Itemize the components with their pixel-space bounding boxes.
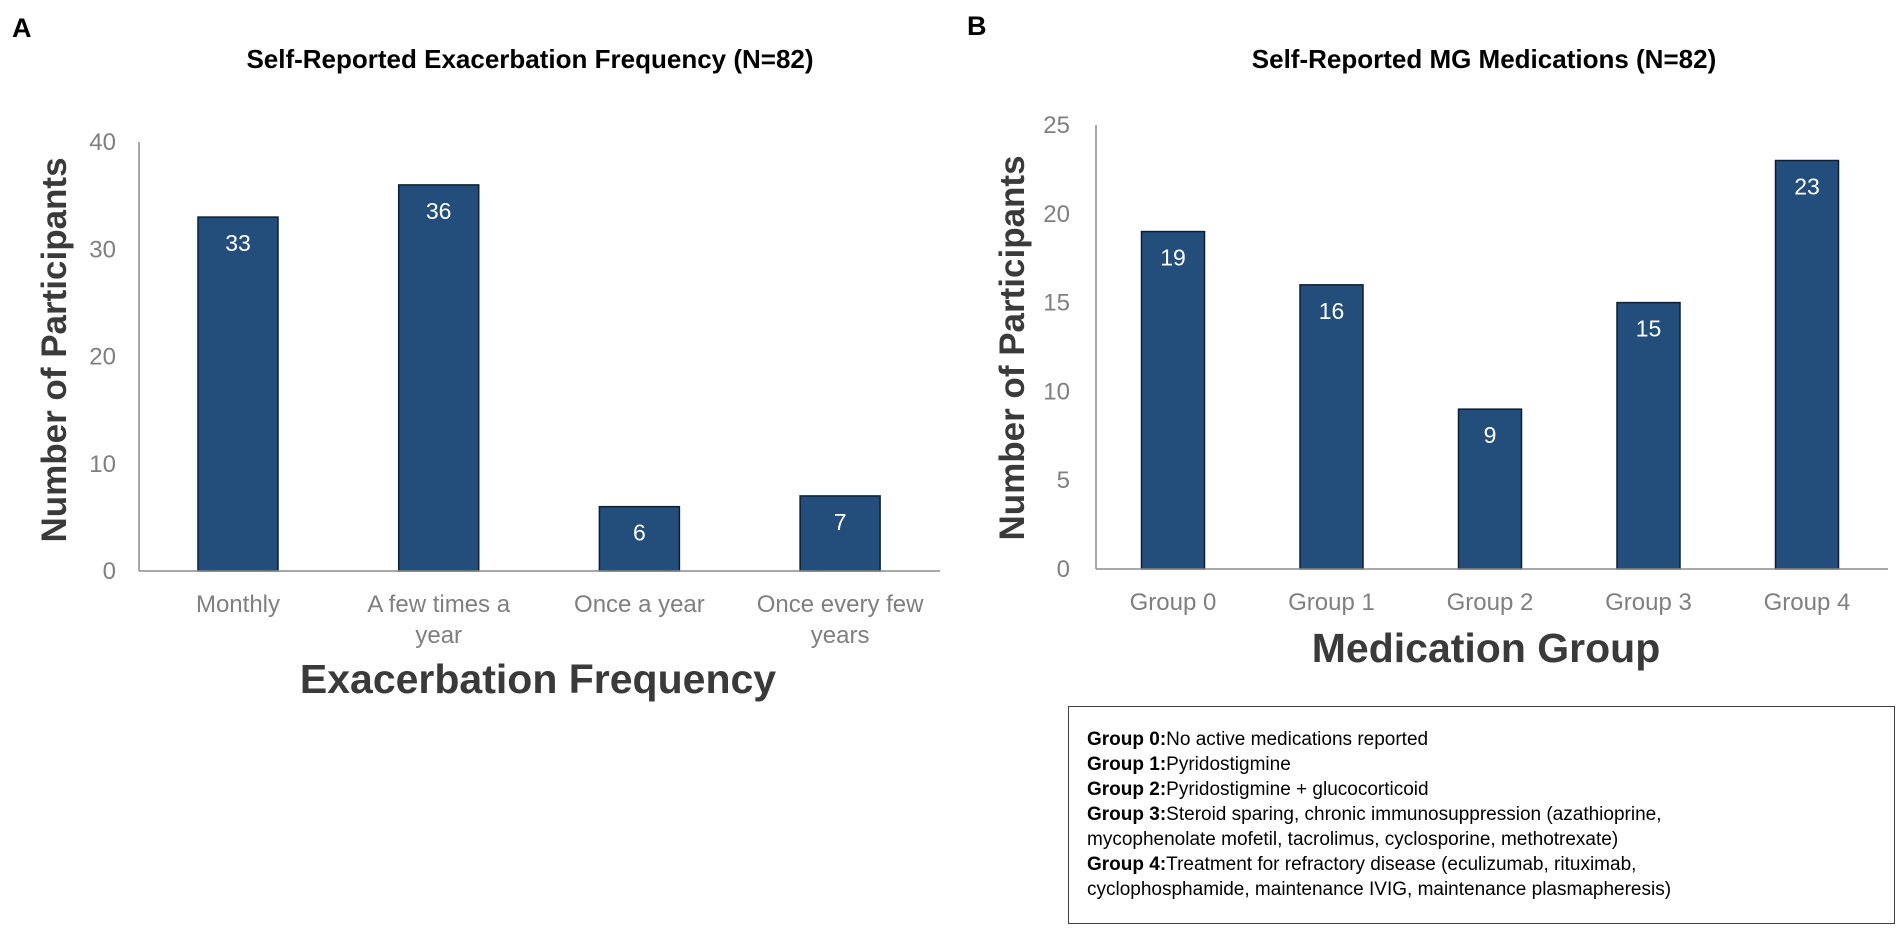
panel-b-ytick-label: 5	[1057, 467, 1070, 494]
panel-b-bar	[1299, 284, 1364, 570]
panel-a-bar	[799, 495, 881, 572]
legend-group-label: Group 1:	[1087, 754, 1167, 775]
panel-a-bar	[197, 216, 279, 572]
panel-a-bar-value-label: 36	[426, 198, 452, 224]
panel-b-bar	[1457, 408, 1523, 570]
legend-group-label: Group 4:	[1087, 854, 1167, 875]
panel-a-xcategories: Monthly A few times a year Once a year Once …	[196, 591, 924, 649]
panel-b-category-label: Group 4	[1764, 589, 1851, 616]
legend-line: Group 4:Treatment for refractory disease…	[1087, 852, 1884, 877]
medication-group-legend: Group 0:No active medications reported Gr…	[1068, 706, 1895, 924]
legend-line: Group 2:Pyridostigmine + glucocorticoid	[1087, 777, 1884, 802]
panel-a-category-label: Once a year	[574, 591, 705, 618]
legend-line: mycophenolate mofetil, tacrolimus, cyclo…	[1087, 827, 1884, 852]
panel-a-ytick-label: 30	[89, 236, 116, 263]
panel-b-bar	[1774, 159, 1840, 570]
legend-line: cyclophosphamide, maintenance IVIG, main…	[1087, 877, 1884, 902]
panel-a-xlabel: Exacerbation Frequency	[300, 656, 776, 702]
panel-a-bar	[598, 505, 681, 572]
panel-a-ylabel: Number of Participants	[35, 157, 74, 542]
panel-b-bars: 19 16 9 15 23	[1140, 159, 1840, 570]
panel-b-bar-value-label: 15	[1636, 316, 1662, 342]
panel-b-bar	[1616, 301, 1681, 570]
panel-b-yticks: 0 5 10 15 20 25	[1043, 112, 1070, 583]
panel-a-bar-value-label: 7	[834, 509, 847, 535]
panel-a-category-label: Once every few	[757, 591, 924, 618]
panel-b-xcategories: Group 0 Group 1 Group 2 Group 3 Group 4	[1130, 589, 1851, 616]
legend-group-description: Pyridostigmine + glucocorticoid	[1166, 779, 1429, 800]
panel-a-bars: 33 36 6 7	[197, 184, 881, 572]
panel-a-ylabel-wrap: Number of Participants	[35, 157, 74, 542]
panel-b-letter: B	[967, 11, 987, 41]
legend-group-description: Pyridostigmine	[1166, 754, 1291, 775]
panel-b-bar	[1140, 230, 1206, 570]
panel-b-bar-value-label: 23	[1794, 174, 1820, 200]
panel-a-category-label: Monthly	[196, 591, 280, 618]
panel-a-ytick-label: 10	[89, 451, 116, 478]
legend-group-description: cyclophosphamide, maintenance IVIG, main…	[1087, 879, 1672, 900]
legend-group-label: Group 3:	[1087, 804, 1167, 825]
panel-a-ytick-label: 20	[89, 344, 116, 371]
panel-a-bar-value-label: 6	[633, 520, 646, 546]
panel-a-ytick-label: 40	[89, 129, 116, 156]
panel-a-category-label: A few times a	[367, 591, 510, 618]
panel-b-title: Self-Reported MG Medications (N=82)	[1252, 44, 1716, 74]
panel-b-ytick-label: 25	[1043, 112, 1070, 139]
legend-group-description: No active medications reported	[1166, 729, 1429, 750]
panel-a-chart: A Self-Reported Exacerbation Frequency (…	[12, 13, 940, 702]
panel-b-bar-value-label: 19	[1160, 245, 1186, 271]
panel-b-ylabel-wrap: Number of Participants	[993, 155, 1032, 540]
panel-a-ytick-label: 0	[103, 558, 116, 585]
panel-a-bar-value-label: 33	[225, 230, 251, 256]
panel-b-category-label: Group 2	[1447, 589, 1534, 616]
panel-b-ytick-label: 20	[1043, 201, 1070, 228]
panel-b-ytick-label: 15	[1043, 290, 1070, 317]
panel-b-ytick-label: 0	[1057, 556, 1070, 583]
legend-group-label: Group 0:	[1087, 729, 1167, 750]
panel-b-ylabel: Number of Participants	[993, 155, 1032, 540]
panel-a-yticks: 0 10 20 30 40	[89, 129, 116, 585]
legend-group-label: Group 2:	[1087, 779, 1167, 800]
panel-b-chart: B Self-Reported MG Medications (N=82) Nu…	[967, 11, 1888, 671]
panel-b-category-label: Group 0	[1130, 589, 1217, 616]
panel-b-bar-value-label: 16	[1319, 298, 1345, 324]
panel-a-category-label: year	[415, 622, 462, 649]
panel-b-ytick-label: 10	[1043, 378, 1070, 405]
panel-b-bar-value-label: 9	[1484, 422, 1497, 448]
panel-a-bar	[397, 184, 480, 572]
panel-a-letter: A	[12, 13, 32, 43]
panel-b-xlabel: Medication Group	[1312, 625, 1661, 671]
panel-b-category-label: Group 1	[1288, 589, 1375, 616]
legend-line: Group 1:Pyridostigmine	[1087, 752, 1884, 777]
legend-line: Group 3:Steroid sparing, chronic immunos…	[1087, 802, 1884, 827]
legend-group-description: mycophenolate mofetil, tacrolimus, cyclo…	[1087, 829, 1619, 850]
legend-group-description: Treatment for refractory disease (eculiz…	[1166, 854, 1637, 875]
legend-line: Group 0:No active medications reported	[1087, 727, 1884, 752]
legend-group-description: Steroid sparing, chronic immunosuppressi…	[1166, 804, 1662, 825]
panel-a-category-label: years	[811, 622, 870, 649]
panel-a-title: Self-Reported Exacerbation Frequency (N=…	[246, 44, 813, 74]
legend-lines: Group 0:No active medications reported Gr…	[1087, 727, 1884, 902]
panel-b-category-label: Group 3	[1605, 589, 1692, 616]
